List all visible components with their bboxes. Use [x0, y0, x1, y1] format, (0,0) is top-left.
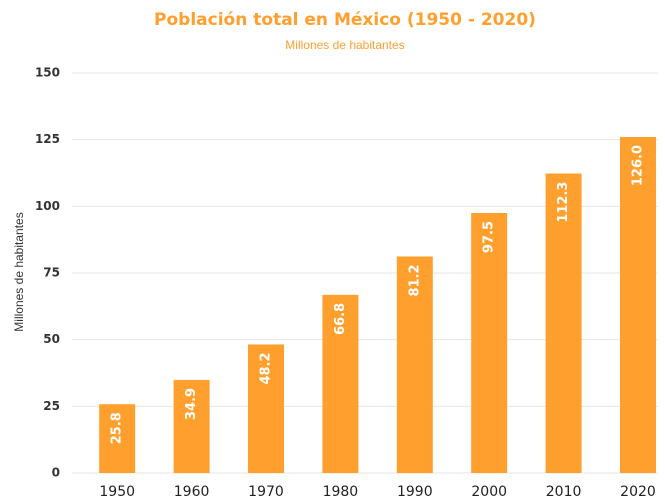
data-label: 126.0: [631, 145, 646, 186]
x-tick-label: 1970: [248, 484, 284, 500]
data-label: 97.5: [482, 221, 497, 253]
x-tick-label: 1950: [99, 484, 135, 500]
y-tick-label: 50: [43, 332, 60, 346]
data-label: 81.2: [407, 264, 422, 296]
y-tick-label: 75: [43, 266, 60, 280]
y-tick-label: 100: [35, 199, 60, 213]
chart-subtitle: Millones de habitantes: [285, 38, 404, 52]
data-label: 48.2: [259, 352, 274, 384]
x-tick-label: 1960: [174, 484, 210, 500]
bar: [173, 379, 210, 473]
x-tick-label: 1980: [323, 484, 359, 500]
x-tick-label: 2010: [546, 484, 582, 500]
bar: [620, 137, 656, 473]
chart-title: Población total en México (1950 - 2020): [154, 10, 536, 30]
y-tick-label: 125: [35, 132, 60, 146]
bar: [471, 213, 508, 473]
y-axis-label: Millones de habitantes: [12, 212, 26, 331]
data-label: 25.8: [110, 412, 125, 444]
y-tick-label: 25: [43, 399, 60, 413]
bar: [99, 404, 136, 473]
data-label: 112.3: [556, 182, 571, 223]
bar: [248, 344, 284, 473]
y-tick-label: 0: [52, 466, 60, 480]
bar: [322, 294, 359, 473]
data-label: 66.8: [333, 303, 348, 335]
bar: [396, 256, 433, 473]
data-label: 34.9: [184, 388, 199, 420]
y-tick-label: 150: [35, 66, 60, 80]
bar: [545, 173, 582, 474]
x-tick-label: 2020: [620, 484, 656, 500]
x-tick-label: 1990: [397, 484, 433, 500]
x-tick-label: 2000: [471, 484, 507, 500]
